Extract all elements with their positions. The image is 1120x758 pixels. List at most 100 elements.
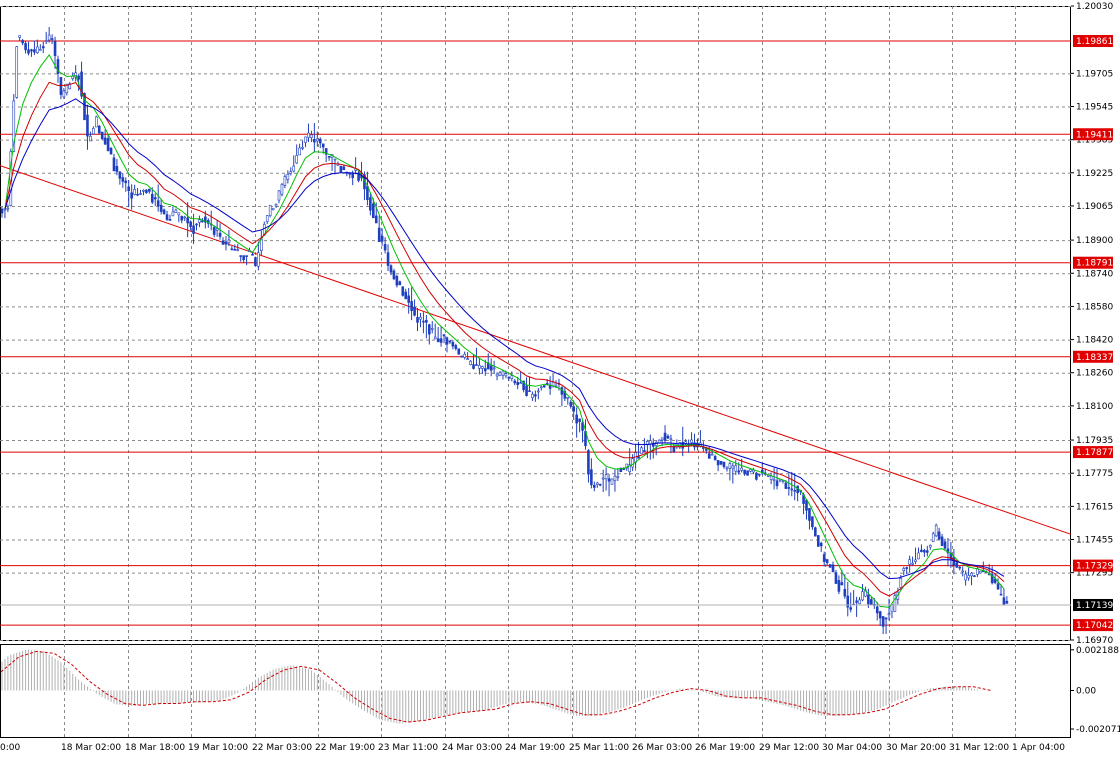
- candle-body: [133, 189, 136, 195]
- candle-body: [27, 49, 30, 54]
- candle-body: [964, 573, 967, 581]
- candle-body: [489, 365, 493, 371]
- candle-body: [112, 157, 116, 172]
- time-tick-label: 22 Mar 19:00: [315, 743, 375, 753]
- candle-body: [819, 542, 823, 547]
- candle-body: [619, 467, 623, 472]
- level-badge: [1073, 256, 1113, 269]
- candle-body: [660, 437, 664, 441]
- time-tick-label: 26 Mar 19:00: [695, 743, 755, 753]
- price-axis: 1.20030 1.19705 1.19545 1.19385 1.19225 1.190…: [1071, 2, 1113, 646]
- candle-body: [398, 281, 402, 286]
- candle-body: [710, 453, 714, 456]
- level-badge-label: 1.17877: [1076, 448, 1113, 458]
- candle-body: [136, 193, 139, 196]
- candle-body: [439, 338, 443, 343]
- candle-body: [539, 386, 543, 389]
- candle-body: [501, 370, 505, 376]
- candle-body: [849, 607, 853, 610]
- candle-body: [153, 197, 157, 200]
- candle-body: [386, 252, 390, 266]
- candle-body: [990, 574, 994, 584]
- candle-body: [301, 147, 304, 149]
- candle-body: [861, 591, 864, 601]
- candle-body: [537, 390, 540, 393]
- candle-body: [457, 348, 461, 355]
- candle-body: [958, 566, 962, 569]
- candle-body: [828, 564, 832, 568]
- price-tick-label: 1.19385: [1076, 136, 1113, 146]
- candle-body: [855, 600, 858, 603]
- candle-body: [740, 467, 743, 471]
- oscillator-signal-line: [0, 650, 992, 723]
- candle-body: [215, 228, 219, 231]
- candle-body: [601, 477, 605, 480]
- candle-body: [716, 460, 720, 466]
- candle-body: [407, 295, 410, 303]
- time-axis: 0:00 18 Mar 02:00 18 Mar 18:00 19 Mar 10:00…: [0, 743, 1065, 753]
- candle-body: [466, 358, 469, 360]
- candle-body: [395, 275, 399, 286]
- candle-body: [607, 478, 611, 482]
- candle-body: [920, 549, 923, 553]
- candle-body: [752, 469, 755, 473]
- candle-body: [33, 49, 36, 53]
- candle-body: [321, 143, 325, 148]
- candle-body: [492, 367, 496, 370]
- candle-body: [769, 475, 773, 480]
- candle-body: [327, 156, 331, 158]
- candle-body: [257, 252, 260, 267]
- candle-body: [436, 338, 440, 342]
- candle-body: [643, 450, 646, 452]
- candle-body: [728, 463, 732, 469]
- candle-body: [908, 559, 911, 565]
- candle-body: [666, 435, 670, 439]
- candle-body: [478, 364, 481, 369]
- candle-body: [690, 439, 693, 443]
- candle-body: [442, 334, 446, 337]
- candle-body: [145, 189, 148, 194]
- candle-body: [569, 401, 573, 407]
- candle-body: [911, 562, 914, 565]
- candle-body: [148, 188, 151, 192]
- price-tick-label: 1.18100: [1076, 402, 1113, 412]
- candle-body: [171, 211, 175, 217]
- candle-body: [24, 43, 27, 51]
- candle-body: [743, 469, 746, 475]
- candle-body: [595, 482, 599, 485]
- price-tick-label: 1.17935: [1076, 436, 1113, 446]
- candle-body: [127, 186, 131, 191]
- level-badge: [1073, 446, 1113, 459]
- candle-body: [292, 165, 296, 172]
- candle-body: [766, 475, 770, 477]
- candle-body: [121, 177, 125, 182]
- candle-body: [286, 173, 290, 180]
- oscillator-tick-label: 0.002188: [1076, 646, 1119, 656]
- time-tick-label: 18 Mar 02:00: [61, 743, 121, 753]
- candle-body: [333, 158, 337, 161]
- level-badge-label: 1.18337: [1076, 353, 1113, 363]
- candle-body: [383, 244, 387, 251]
- price-tick-label: 1.18900: [1076, 236, 1113, 246]
- candle-body: [808, 508, 811, 521]
- candle-body: [18, 35, 21, 38]
- candle-body: [702, 447, 705, 449]
- candle-body: [899, 577, 903, 588]
- candle-body: [881, 616, 885, 627]
- candle-body: [316, 138, 319, 142]
- candle-body: [298, 147, 301, 156]
- candle-body: [999, 593, 1003, 596]
- candle-body: [834, 572, 838, 584]
- candle-body: [542, 385, 546, 388]
- candle-body: [12, 100, 16, 152]
- price-tick-label: 1.19705: [1076, 69, 1113, 79]
- candle-body: [44, 40, 48, 42]
- candle-body: [233, 249, 237, 251]
- level-badge-label: 1.19861: [1076, 37, 1113, 47]
- candle-body: [168, 218, 172, 221]
- candle-body: [787, 487, 791, 489]
- candle-body: [348, 172, 352, 175]
- candle-body: [993, 578, 997, 583]
- candle-body: [177, 212, 181, 216]
